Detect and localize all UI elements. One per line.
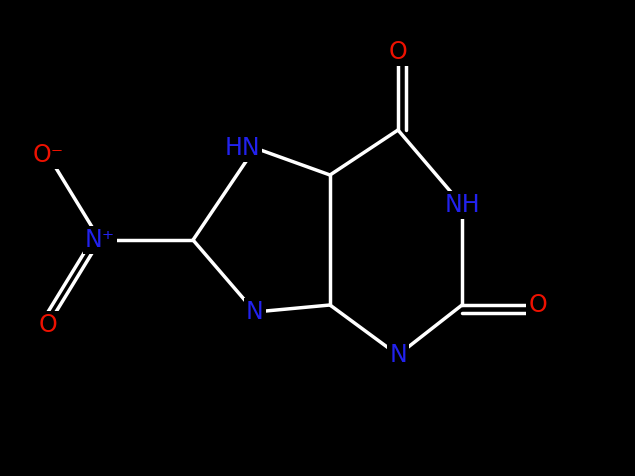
Text: NH: NH <box>444 193 480 217</box>
Text: O: O <box>39 313 57 337</box>
Text: N: N <box>246 300 264 324</box>
Text: N: N <box>389 343 407 367</box>
Text: N⁺: N⁺ <box>85 228 115 252</box>
Text: O⁻: O⁻ <box>32 143 64 167</box>
Text: O: O <box>528 293 547 317</box>
Text: N⁺: N⁺ <box>85 228 115 252</box>
Text: NH: NH <box>444 193 480 217</box>
Text: N: N <box>246 300 264 324</box>
Text: HN: HN <box>224 136 260 160</box>
Text: N: N <box>389 343 407 367</box>
Text: O: O <box>389 40 408 64</box>
Text: O: O <box>39 313 57 337</box>
Text: O⁻: O⁻ <box>32 143 64 167</box>
Text: O: O <box>389 40 408 64</box>
Text: HN: HN <box>224 136 260 160</box>
Text: O: O <box>528 293 547 317</box>
